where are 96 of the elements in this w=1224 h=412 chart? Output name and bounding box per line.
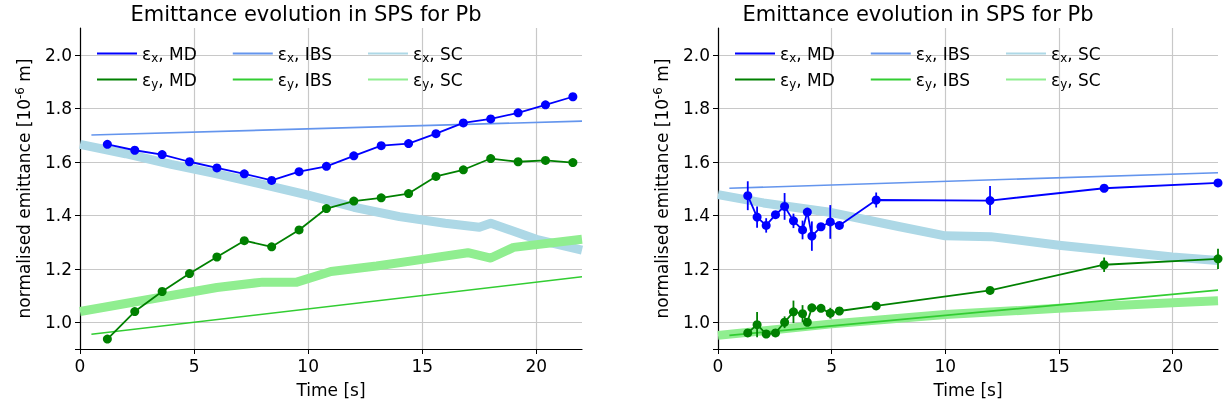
y-tick-label: 1.2 bbox=[682, 258, 710, 279]
point bbox=[267, 242, 277, 252]
x-tick-label: 10 bbox=[297, 355, 319, 376]
y-tick-label: 1.4 bbox=[44, 205, 72, 226]
y-tick-label: 1.8 bbox=[682, 98, 710, 119]
chart-title: Emittance evolution in SPS for Pb bbox=[742, 1, 1094, 26]
point bbox=[212, 163, 222, 173]
point bbox=[752, 212, 762, 222]
y-tick-label: 1.6 bbox=[44, 151, 72, 172]
point bbox=[834, 220, 844, 230]
point bbox=[513, 157, 523, 167]
x-tick-label: 5 bbox=[826, 355, 838, 376]
point bbox=[185, 157, 195, 167]
point bbox=[798, 309, 808, 319]
point bbox=[798, 225, 808, 235]
point bbox=[871, 195, 881, 205]
point bbox=[802, 317, 812, 327]
y-tick-label: 1.6 bbox=[682, 151, 710, 172]
point bbox=[771, 210, 780, 220]
y-tick-label: 1.8 bbox=[44, 98, 72, 119]
point bbox=[349, 151, 359, 161]
y-tick-label: 1.0 bbox=[682, 312, 710, 333]
point bbox=[568, 92, 578, 102]
point bbox=[431, 129, 441, 139]
point bbox=[761, 220, 771, 230]
point bbox=[404, 139, 414, 149]
x-axis-title: Time [s] bbox=[932, 379, 1003, 400]
chart-title: Emittance evolution in SPS for Pb bbox=[130, 1, 482, 26]
point bbox=[780, 201, 790, 211]
x-tick-label: 0 bbox=[74, 355, 86, 376]
point bbox=[788, 216, 798, 226]
point bbox=[985, 196, 995, 206]
point bbox=[486, 114, 496, 124]
point bbox=[376, 141, 386, 151]
point bbox=[871, 301, 881, 311]
point bbox=[185, 269, 195, 279]
point bbox=[294, 167, 304, 177]
point bbox=[321, 161, 331, 171]
y-tick-label: 1.0 bbox=[44, 312, 72, 333]
y-axis-title: normalised emittance [10-6 m] bbox=[12, 58, 34, 319]
point bbox=[761, 329, 771, 339]
point bbox=[458, 118, 468, 128]
point bbox=[802, 207, 812, 217]
y-tick-label: 1.2 bbox=[44, 258, 72, 279]
point bbox=[771, 328, 780, 338]
point bbox=[807, 303, 817, 313]
point bbox=[458, 165, 468, 175]
point bbox=[130, 145, 140, 155]
point bbox=[431, 171, 441, 181]
point bbox=[376, 193, 386, 203]
point bbox=[807, 231, 817, 241]
x-axis-title: Time [s] bbox=[295, 379, 366, 400]
point bbox=[816, 222, 826, 232]
point bbox=[321, 204, 331, 214]
point bbox=[1213, 254, 1223, 264]
y-tick-label: 2.0 bbox=[44, 44, 72, 65]
x-tick-label: 15 bbox=[411, 355, 434, 376]
point bbox=[752, 320, 762, 330]
point bbox=[486, 154, 496, 164]
point bbox=[130, 307, 140, 317]
point bbox=[1099, 183, 1109, 193]
x-tick-label: 15 bbox=[1048, 355, 1070, 376]
point bbox=[985, 285, 995, 295]
point bbox=[788, 307, 798, 317]
point bbox=[780, 317, 790, 327]
point bbox=[825, 308, 835, 318]
point bbox=[102, 139, 112, 149]
x-tick-label: 10 bbox=[934, 355, 957, 376]
point bbox=[1099, 260, 1109, 270]
point bbox=[568, 158, 578, 168]
point bbox=[212, 252, 222, 262]
point bbox=[816, 303, 826, 313]
x-tick-label: 20 bbox=[1161, 355, 1184, 376]
point bbox=[157, 286, 167, 296]
point bbox=[267, 175, 277, 185]
point bbox=[541, 155, 550, 165]
point bbox=[1213, 178, 1223, 188]
point bbox=[743, 328, 753, 338]
point bbox=[239, 169, 249, 179]
point bbox=[825, 217, 835, 227]
x-tick-label: 20 bbox=[525, 355, 548, 376]
y-tick-label: 1.4 bbox=[682, 205, 710, 226]
point bbox=[157, 150, 167, 160]
point bbox=[294, 225, 304, 235]
y-tick-label: 2.0 bbox=[682, 44, 710, 65]
x-tick-label: 0 bbox=[712, 355, 724, 376]
point bbox=[239, 236, 249, 246]
point bbox=[349, 196, 359, 206]
x-tick-label: 5 bbox=[188, 355, 200, 376]
point bbox=[541, 100, 550, 110]
point bbox=[743, 191, 753, 201]
y-axis-title: normalised emittance [10-6 m] bbox=[650, 58, 672, 319]
point bbox=[102, 334, 112, 344]
point bbox=[834, 306, 844, 316]
point bbox=[404, 189, 414, 199]
point bbox=[513, 108, 523, 118]
